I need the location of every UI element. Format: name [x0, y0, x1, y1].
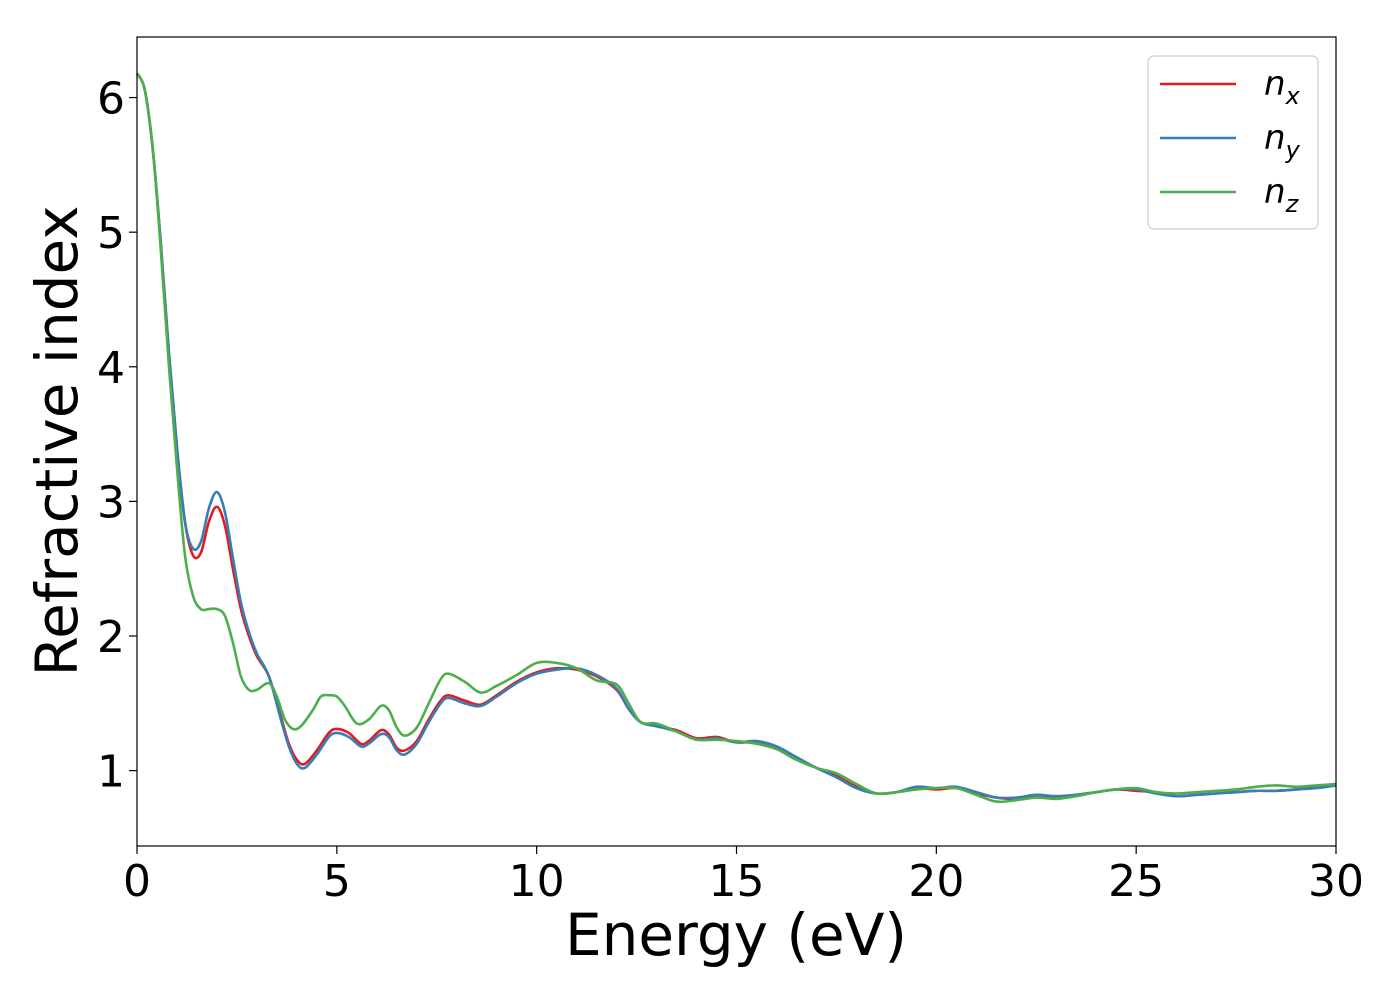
legend-label-y: ny [1264, 118, 1301, 164]
x-tick-label: 25 [1108, 856, 1164, 907]
legend-label-z: nz [1264, 172, 1300, 218]
x-tick-label: 5 [323, 856, 351, 907]
plot-background [137, 37, 1336, 846]
x-axis: 0 5 10 15 20 25 30 [123, 846, 1364, 907]
y-axis: 1 2 3 4 5 6 [97, 74, 137, 798]
series-layer [135, 72, 1337, 804]
x-tick-label: 0 [123, 856, 151, 907]
x-tick-label: 30 [1308, 856, 1364, 907]
legend-label-x: nx [1264, 64, 1301, 110]
y-tick-label: 5 [97, 208, 125, 259]
y-tick-label: 3 [97, 477, 125, 528]
x-tick-label: 20 [908, 856, 964, 907]
legend: nx ny nz [1147, 55, 1319, 230]
series-line-z [135, 72, 1337, 804]
y-tick-label: 6 [97, 74, 125, 125]
x-axis-title: Energy (eV) [565, 901, 907, 969]
series-line-y [135, 72, 1337, 800]
x-tick-label: 15 [709, 856, 765, 907]
legend-box [1147, 55, 1319, 230]
y-tick-label: 4 [97, 343, 125, 394]
y-tick-label: 2 [97, 612, 125, 663]
y-axis-title: Refractive index [23, 205, 91, 676]
x-tick-label: 10 [509, 856, 565, 907]
y-tick-label: 1 [97, 747, 125, 798]
